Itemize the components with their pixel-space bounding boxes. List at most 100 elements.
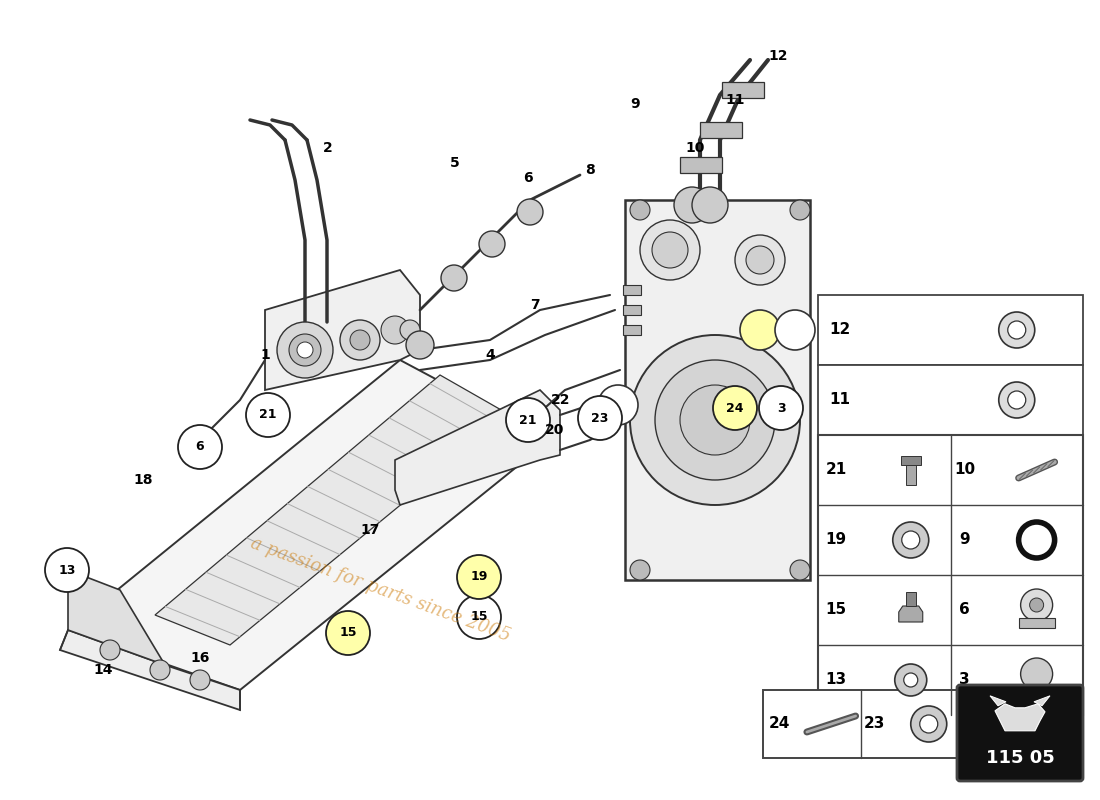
Text: 11: 11: [725, 93, 745, 107]
Text: 115 05: 115 05: [986, 750, 1055, 767]
Bar: [818, 435, 1084, 715]
Circle shape: [289, 334, 321, 366]
Bar: [680, 157, 722, 173]
Circle shape: [630, 335, 800, 505]
Polygon shape: [68, 360, 550, 690]
Circle shape: [506, 398, 550, 442]
Text: 16: 16: [190, 651, 210, 665]
Bar: [623, 285, 641, 295]
Text: 9: 9: [959, 533, 970, 547]
Circle shape: [456, 595, 501, 639]
Text: 20: 20: [546, 423, 564, 437]
Circle shape: [277, 322, 333, 378]
Circle shape: [652, 232, 688, 268]
Text: 9: 9: [630, 97, 640, 111]
Circle shape: [456, 555, 501, 599]
Bar: [905, 592, 915, 606]
Text: 13: 13: [825, 673, 847, 687]
Text: 22: 22: [551, 393, 571, 407]
Circle shape: [746, 246, 774, 274]
Text: 7: 7: [530, 298, 540, 312]
Polygon shape: [1034, 696, 1050, 706]
Text: 21: 21: [519, 414, 537, 426]
Circle shape: [406, 331, 434, 359]
Circle shape: [1008, 391, 1025, 409]
Circle shape: [911, 706, 947, 742]
Text: 23: 23: [592, 411, 608, 425]
Text: 15: 15: [339, 626, 356, 639]
Text: 24: 24: [768, 717, 790, 731]
Circle shape: [674, 187, 710, 223]
Circle shape: [999, 382, 1035, 418]
Polygon shape: [1023, 688, 1050, 698]
Circle shape: [1019, 522, 1055, 558]
Text: 14: 14: [94, 663, 112, 677]
Text: 6: 6: [959, 602, 970, 618]
Circle shape: [297, 342, 313, 358]
Text: 19: 19: [825, 533, 847, 547]
Circle shape: [680, 385, 750, 455]
Circle shape: [381, 316, 409, 344]
Circle shape: [100, 640, 120, 660]
Text: 6: 6: [524, 171, 532, 185]
Bar: [763, 690, 958, 758]
Polygon shape: [155, 375, 510, 645]
Circle shape: [246, 393, 290, 437]
Polygon shape: [265, 270, 420, 390]
Circle shape: [630, 560, 650, 580]
Bar: [1019, 618, 1055, 628]
Text: 12: 12: [829, 322, 850, 338]
Text: 6: 6: [196, 441, 205, 454]
Circle shape: [759, 386, 803, 430]
Circle shape: [790, 200, 810, 220]
Text: 24: 24: [726, 402, 744, 414]
Text: 2: 2: [323, 141, 333, 155]
Polygon shape: [68, 570, 165, 665]
Text: 21: 21: [825, 462, 847, 478]
Circle shape: [1021, 589, 1053, 621]
Circle shape: [904, 673, 917, 687]
Bar: [623, 325, 641, 335]
Text: 8: 8: [585, 163, 595, 177]
Circle shape: [920, 715, 937, 733]
Text: 19: 19: [471, 570, 487, 583]
Circle shape: [178, 425, 222, 469]
Bar: [623, 305, 641, 315]
Circle shape: [902, 531, 920, 549]
Text: 11: 11: [829, 393, 850, 407]
Circle shape: [894, 664, 926, 696]
Polygon shape: [60, 630, 240, 710]
Circle shape: [326, 611, 370, 655]
Text: 1: 1: [260, 348, 270, 362]
Text: 21: 21: [260, 409, 277, 422]
Circle shape: [441, 265, 468, 291]
Text: 15: 15: [471, 610, 487, 623]
Bar: [700, 122, 743, 138]
Circle shape: [630, 200, 650, 220]
Circle shape: [776, 310, 815, 350]
Circle shape: [893, 522, 928, 558]
Circle shape: [735, 235, 785, 285]
Bar: [905, 465, 915, 485]
Polygon shape: [901, 456, 921, 465]
Circle shape: [517, 199, 543, 225]
Circle shape: [400, 320, 420, 340]
Text: 10: 10: [685, 141, 705, 155]
Circle shape: [1008, 321, 1025, 339]
Polygon shape: [395, 390, 560, 505]
Circle shape: [640, 220, 700, 280]
Circle shape: [999, 312, 1035, 348]
Polygon shape: [990, 696, 1006, 706]
Text: 3: 3: [959, 673, 970, 687]
Text: 5: 5: [450, 156, 460, 170]
Text: 4: 4: [485, 348, 495, 362]
Text: 13: 13: [58, 563, 76, 577]
Text: 10: 10: [954, 462, 975, 478]
Text: 3: 3: [777, 402, 785, 414]
Circle shape: [190, 670, 210, 690]
Circle shape: [340, 320, 379, 360]
Text: 23: 23: [864, 717, 886, 731]
Circle shape: [1030, 598, 1044, 612]
Bar: [818, 365, 1084, 435]
Circle shape: [692, 187, 728, 223]
